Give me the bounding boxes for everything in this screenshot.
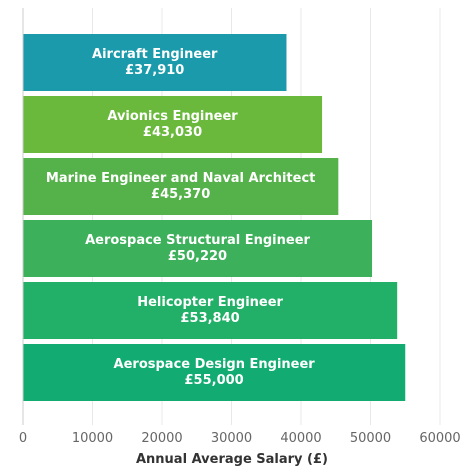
bar xyxy=(23,220,373,277)
x-tick-label: 20000 xyxy=(141,431,182,446)
x-tick-label: 0 xyxy=(19,431,27,446)
bar-value-label: £37,910 xyxy=(125,63,184,78)
bar-value-label: £43,030 xyxy=(143,125,202,140)
bar-category-label: Marine Engineer and Naval Architect xyxy=(46,171,315,186)
bar-category-label: Avionics Engineer xyxy=(107,109,238,124)
bars: Aircraft Engineer£37,910 Avionics Enginee… xyxy=(23,34,406,401)
x-axis: 0 10000 20000 30000 40000 50000 60000 xyxy=(19,8,461,446)
x-tick-label: 50000 xyxy=(350,431,391,446)
bar-category-label: Aircraft Engineer xyxy=(92,47,218,62)
bar-value-label: £45,370 xyxy=(151,187,210,202)
x-axis-title: Annual Average Salary (£) xyxy=(136,452,328,467)
bar-value-label: £53,840 xyxy=(180,311,239,326)
bar xyxy=(23,282,398,339)
bar-category-label: Aerospace Structural Engineer xyxy=(85,233,310,248)
bar-value-label: £55,000 xyxy=(185,373,244,388)
x-tick-label: 10000 xyxy=(72,431,113,446)
x-tick-label: 30000 xyxy=(211,431,252,446)
x-tick-label: 60000 xyxy=(419,431,460,446)
bar xyxy=(23,344,406,401)
bar-value-label: £50,220 xyxy=(168,249,227,264)
bar-category-label: Aerospace Design Engineer xyxy=(114,357,316,372)
bar xyxy=(23,96,323,153)
bar-category-label: Helicopter Engineer xyxy=(137,295,283,310)
x-tick-label: 40000 xyxy=(280,431,321,446)
bar xyxy=(23,34,287,91)
bar xyxy=(23,158,339,215)
